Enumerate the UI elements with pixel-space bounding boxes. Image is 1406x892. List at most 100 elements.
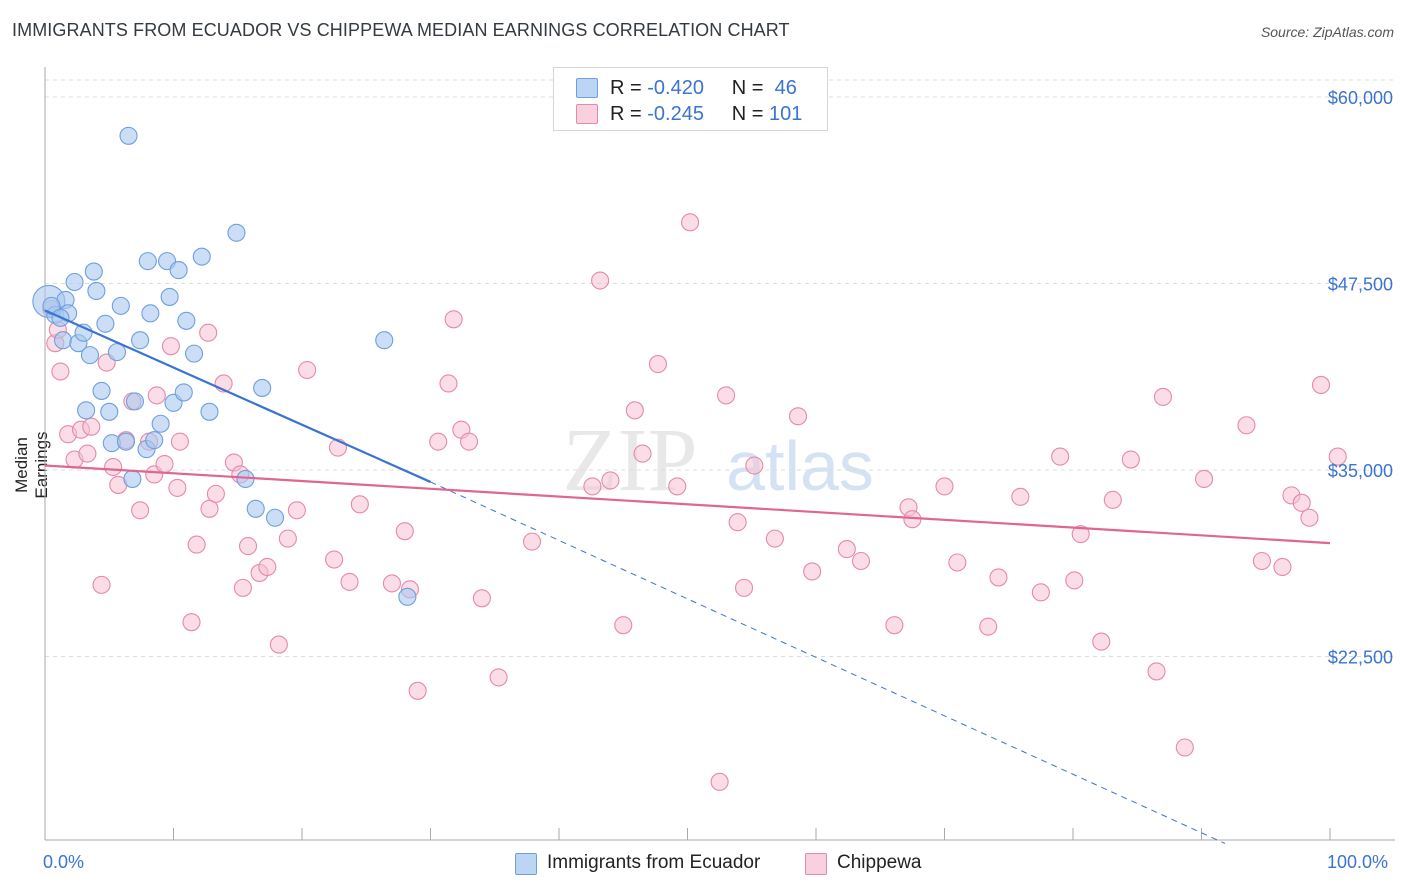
series-legend-swatch-ecuador [515,853,537,875]
chippewa-point [1121,450,1140,469]
ecuador-point [80,346,100,365]
y-tick-label: $22,500 [1328,648,1393,668]
legend-r-label: R = [610,103,642,125]
y-tick-labels: $22,500 $35,000 $47,500 $60,000 [1328,88,1393,668]
chippewa-point [182,613,201,632]
grid [45,79,1395,657]
ecuador-trend-extension [430,481,1226,844]
chippewa-point [287,501,306,520]
ecuador-point [131,331,150,350]
chippewa-point [258,557,277,577]
chippewa-point [350,495,369,514]
chippewa-point [668,477,687,496]
ecuador-point [174,383,193,402]
chippewa-point [131,501,150,520]
chippewa-point [429,432,448,451]
ecuador-point [398,587,417,606]
chippewa-point [82,417,101,436]
chippewa-point [444,310,463,329]
chippewa-point [51,362,70,381]
y-tick-label: $60,000 [1328,88,1393,108]
chippewa-point [591,271,610,290]
ecuador-point [92,381,111,400]
chippewa-point [885,616,904,635]
chippewa-point [472,589,491,608]
chippewa-point [728,513,747,532]
chippewa-point [614,616,633,635]
chippewa-point [633,444,652,463]
ecuador-point [145,431,164,450]
legend-swatch-chippewa [576,104,598,124]
chippewa-point [1031,583,1050,602]
chippewa-point [439,374,458,393]
chippewa-point [278,529,297,548]
chart-source: Source: ZipAtlas.com [1260,24,1394,40]
chippewa-point [1153,387,1172,406]
chippewa-point [1328,447,1347,466]
ecuador-point [185,344,204,363]
ecuador-point [125,392,144,411]
ecuador-point [53,331,73,350]
ecuador-point [107,343,127,362]
ecuador-point [375,331,394,350]
chippewa-point [788,407,808,426]
ecuador-point [65,272,84,292]
series-legend-label-chippewa: Chippewa [837,852,922,873]
ecuador-point [96,314,115,333]
ecuador-point [84,262,103,281]
legend-n-label: N = [731,77,764,99]
chippewa-point [1195,469,1214,489]
chippewa-point [1051,447,1070,466]
chippewa-point [200,499,219,518]
legend-r-label: R = [610,77,642,99]
chippewa-point [745,456,764,475]
chippewa-point [1065,571,1084,590]
chippewa-point [1092,632,1111,651]
chippewa-points [42,213,1347,791]
chippewa-point [78,444,97,463]
ecuador-point [123,469,142,489]
x-tick-label-max: 100.0% [1327,852,1389,872]
chippewa-point [104,457,123,477]
ecuador-point [253,378,272,397]
chippewa-point [206,484,225,503]
chippewa-point [710,772,729,791]
chippewa-point [325,550,344,569]
chippewa-point [765,529,784,548]
chart-title: IMMIGRANTS FROM ECUADOR VS CHIPPEWA MEDI… [12,20,790,40]
correlation-legend: R = -0.420 N = 46 R = -0.245 N = 101 [553,67,828,131]
ecuador-point [160,287,179,306]
ecuador-point [246,499,265,518]
x-tick-label-min: 0.0% [43,852,85,872]
chippewa-point [948,553,967,572]
ecuador-point [151,414,170,433]
chippewa-point [625,401,644,420]
ecuador-point [138,252,157,271]
ecuador-point [177,311,196,330]
legend-n-value-chippewa: 101 [769,103,803,125]
chippewa-point [1237,416,1256,435]
chippewa-point [583,477,602,496]
chippewa-point [989,568,1008,587]
chippewa-point [147,386,166,405]
chippewa-point [187,535,206,554]
legend-r-value-chippewa: -0.245 [647,103,704,125]
chippewa-point [382,574,402,593]
chippewa-point [851,551,871,571]
ecuador-point [200,402,219,421]
chippewa-point [1252,551,1271,571]
chippewa-point [1011,487,1030,506]
chippewa-point [1071,525,1090,544]
chippewa-point [459,432,479,451]
chippewa-point [161,337,180,356]
ecuador-point [77,401,96,420]
ecuador-point [119,126,138,145]
watermark: ZIP atlas [563,411,874,510]
chippewa-point [155,454,174,474]
chippewa-point [648,355,667,374]
chippewa-point [340,572,359,591]
chippewa-point [1175,738,1194,757]
ecuador-point [100,402,119,421]
chippewa-point [1147,662,1166,681]
